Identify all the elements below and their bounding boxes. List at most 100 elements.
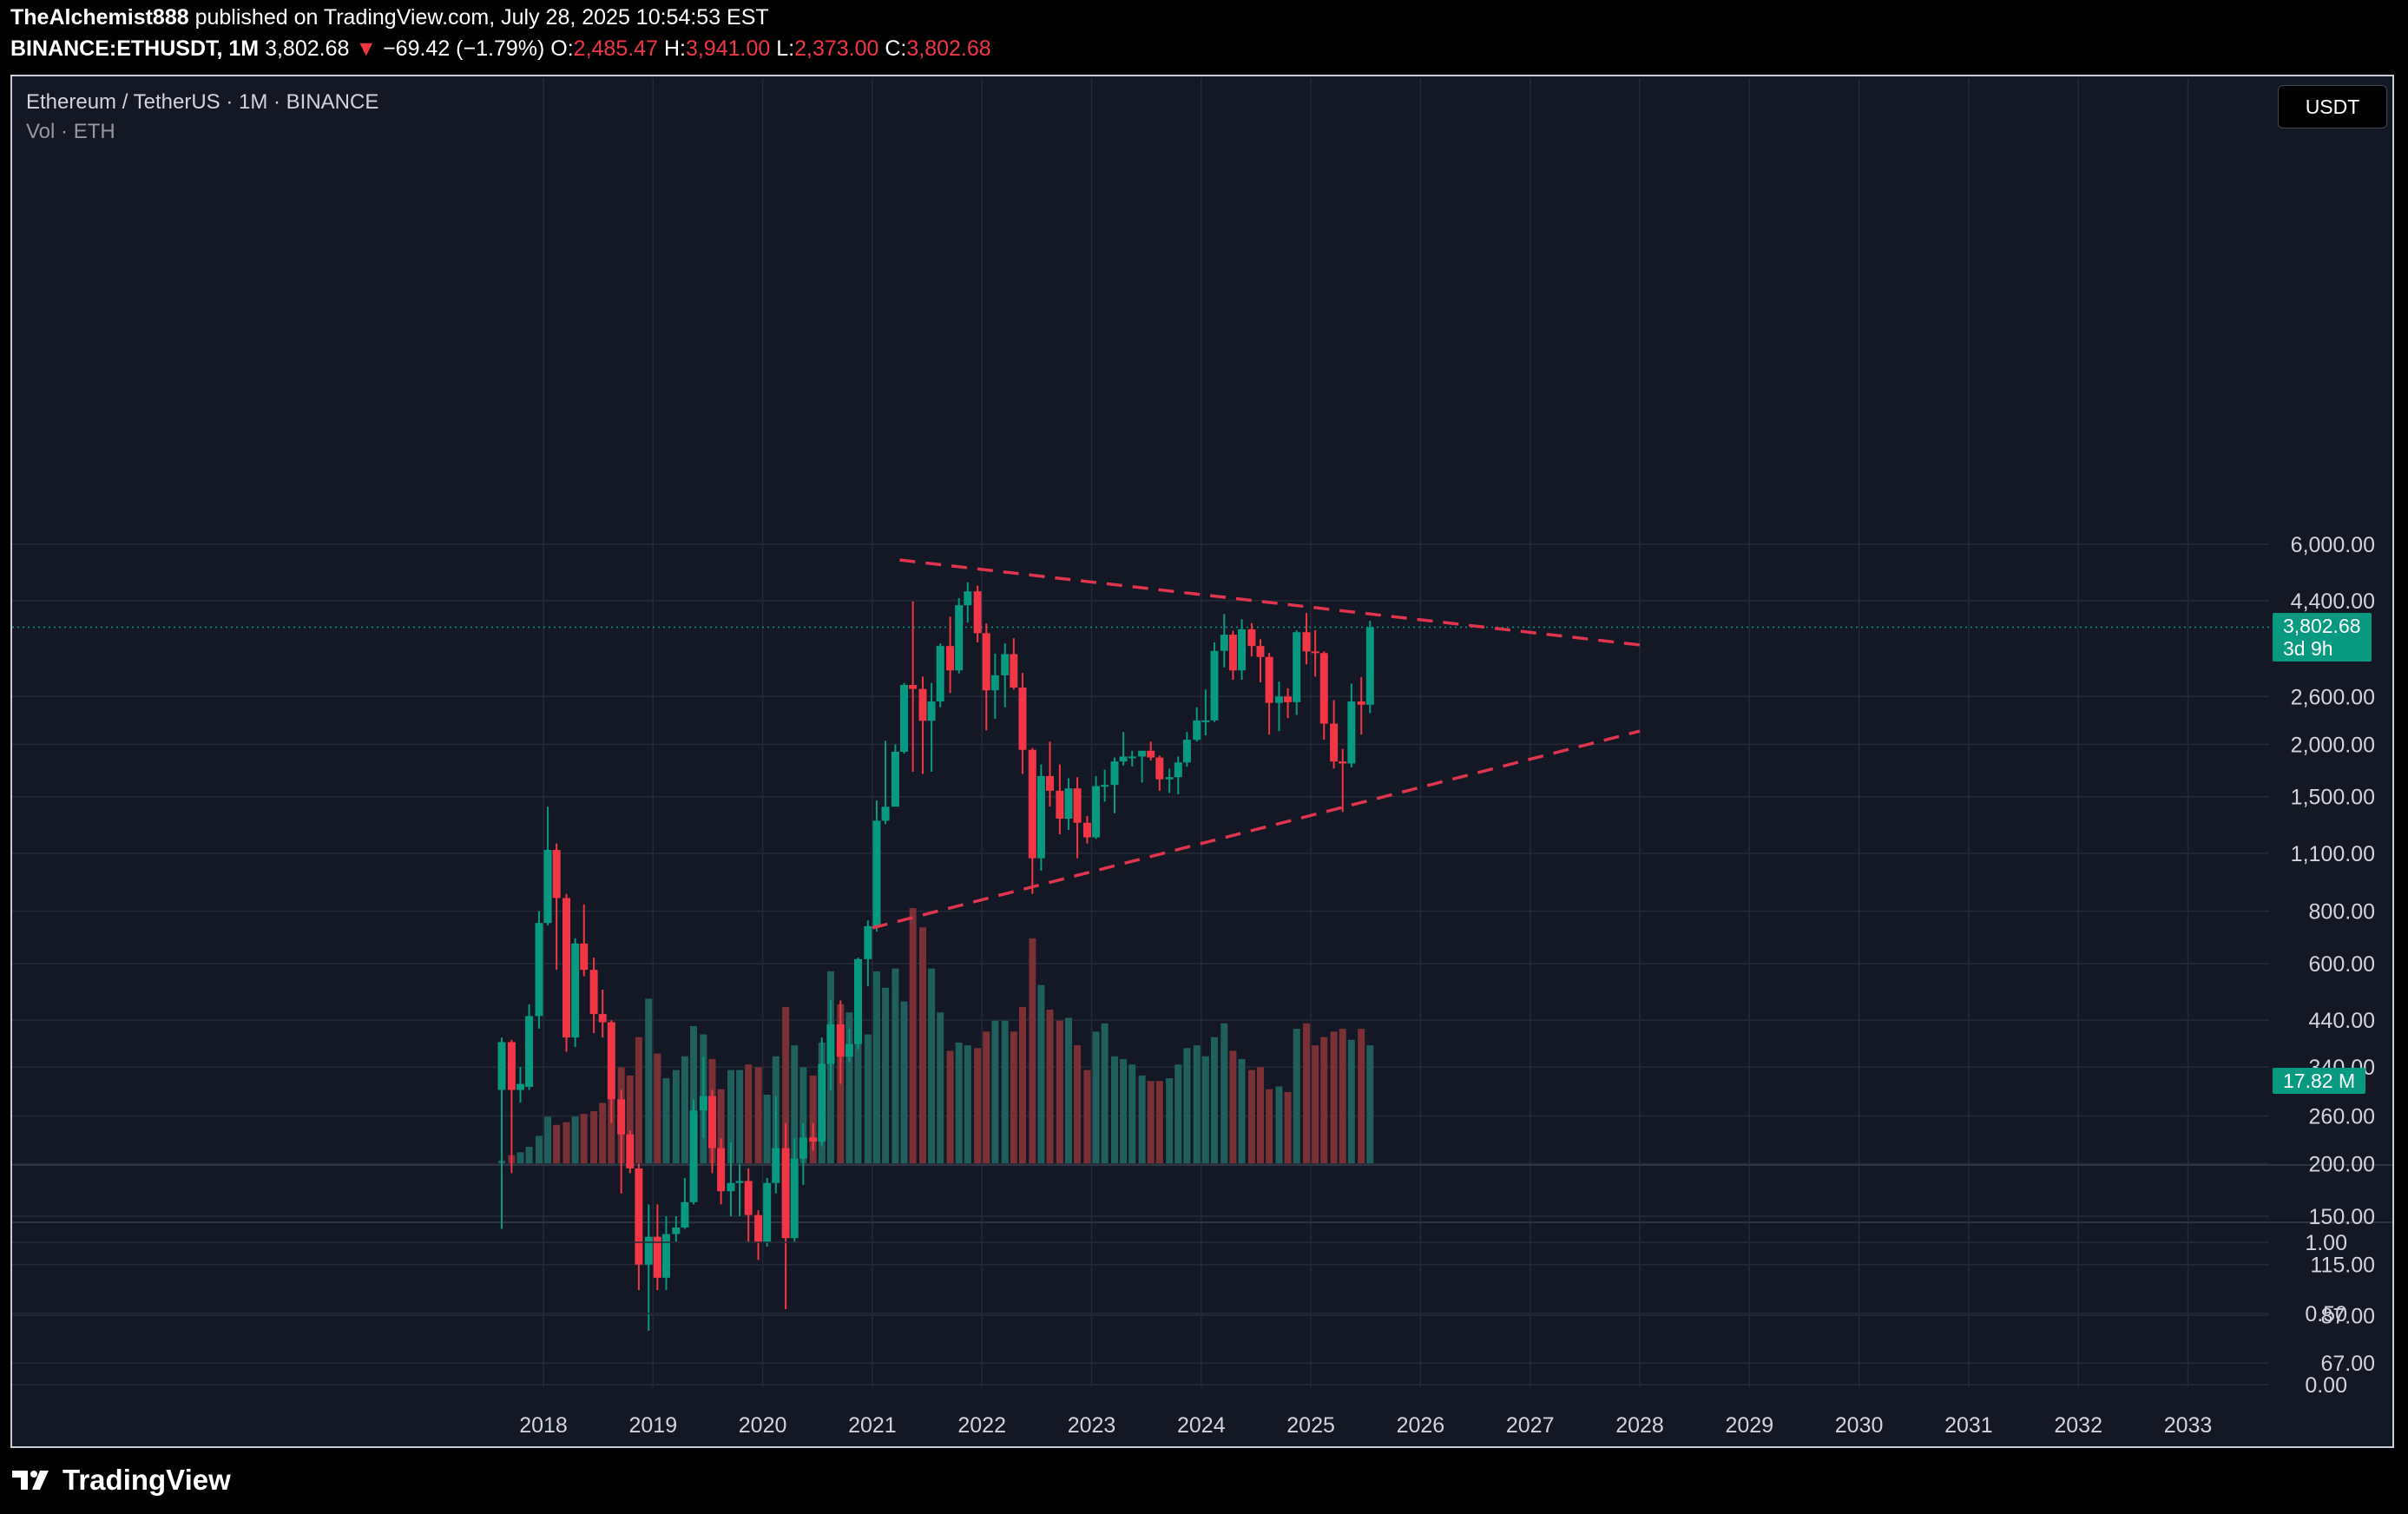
candle-body bbox=[881, 806, 890, 821]
volume-bar bbox=[864, 1034, 872, 1163]
low-value: 2,373.00 bbox=[794, 36, 879, 61]
volume-bar bbox=[580, 1114, 588, 1163]
candle-body bbox=[689, 1110, 698, 1202]
candle-body bbox=[891, 751, 899, 807]
currency-button[interactable]: USDT bbox=[2278, 85, 2387, 128]
candle-body bbox=[661, 1234, 670, 1278]
price-tick-label: 2,000.00 bbox=[2291, 733, 2375, 757]
volume-bar bbox=[1029, 938, 1036, 1163]
candle-body bbox=[826, 1024, 835, 1064]
tradingview-footer[interactable]: TradingView bbox=[10, 1464, 231, 1497]
candle-body bbox=[589, 970, 598, 1015]
tradingview-brand: TradingView bbox=[63, 1464, 231, 1496]
volume-bar bbox=[1083, 1070, 1091, 1163]
candle-body bbox=[1128, 756, 1136, 759]
year-tick-label: 2031 bbox=[1944, 1413, 1993, 1438]
volume-bar bbox=[1155, 1081, 1163, 1163]
candle-body bbox=[1174, 762, 1182, 778]
last-price-tag-value: 3,802.68 bbox=[2283, 615, 2361, 638]
volume-bar bbox=[964, 1045, 971, 1163]
candle-body bbox=[507, 1042, 516, 1090]
candle-body bbox=[754, 1214, 763, 1242]
tradingview-logo-icon bbox=[12, 1471, 49, 1490]
candle-body bbox=[1119, 756, 1128, 762]
price-tick-label: 260.00 bbox=[2309, 1105, 2375, 1129]
volume-bar bbox=[1303, 1023, 1311, 1163]
volume-bar bbox=[1193, 1045, 1201, 1163]
candle-body bbox=[1238, 629, 1247, 671]
candle-body bbox=[717, 1148, 726, 1192]
candle-body bbox=[1073, 788, 1082, 823]
candle-body bbox=[1064, 788, 1073, 819]
candle-body bbox=[1293, 632, 1301, 702]
volume-bar bbox=[1111, 1056, 1119, 1163]
candle-body bbox=[1182, 740, 1191, 763]
price-tick-label: 67.00 bbox=[2320, 1352, 2375, 1376]
volume-bar bbox=[525, 1147, 533, 1163]
price-change: −69.42 (−1.79%) bbox=[383, 36, 545, 61]
open-label: O: bbox=[550, 36, 574, 61]
candle-body bbox=[1036, 775, 1045, 859]
candle-body bbox=[1330, 723, 1339, 762]
candle-body bbox=[973, 591, 982, 634]
volume-bars bbox=[498, 908, 1374, 1163]
volume-bar bbox=[791, 1045, 799, 1163]
volume-bar bbox=[1092, 1031, 1100, 1163]
volume-bar bbox=[1166, 1078, 1174, 1163]
volume-bar bbox=[544, 1116, 552, 1163]
volume-bar bbox=[1064, 1017, 1072, 1163]
price-tick-label: 600.00 bbox=[2309, 952, 2375, 977]
volume-bar bbox=[727, 1070, 734, 1163]
candle-body bbox=[1056, 790, 1064, 819]
candle-body bbox=[1082, 822, 1091, 838]
candle-body bbox=[1220, 635, 1228, 651]
year-tick-label: 2020 bbox=[739, 1413, 787, 1438]
candle-body bbox=[853, 958, 862, 1044]
volume-bar bbox=[1018, 1006, 1026, 1163]
volume-bar bbox=[736, 1070, 744, 1163]
down-arrow-icon: ▼ bbox=[355, 36, 378, 61]
volume-bar bbox=[1339, 1029, 1346, 1163]
candle-body bbox=[1339, 761, 1347, 764]
candle-body bbox=[1046, 775, 1055, 791]
high-value: 3,941.00 bbox=[685, 36, 771, 61]
volume-bar bbox=[809, 1075, 817, 1163]
candle-body bbox=[763, 1182, 772, 1242]
candle-body bbox=[708, 1096, 717, 1149]
volume-bar bbox=[918, 927, 926, 1163]
candle-body bbox=[1256, 646, 1265, 657]
volume-bar bbox=[1312, 1045, 1319, 1163]
candle-body bbox=[681, 1201, 689, 1228]
volume-bar bbox=[900, 1001, 908, 1163]
symbol-label: BINANCE:ETHUSDT, 1M bbox=[10, 36, 260, 61]
candle-body bbox=[617, 1099, 626, 1135]
chart-legend-title[interactable]: Ethereum / TetherUS · 1M · BINANCE bbox=[26, 90, 379, 114]
price-tick-label: 2,600.00 bbox=[2291, 685, 2375, 709]
candle-body bbox=[1311, 651, 1319, 654]
price-tick-label: 115.00 bbox=[2310, 1254, 2375, 1278]
indicator-tick-label: 0.50 bbox=[2305, 1302, 2347, 1326]
volume-bar bbox=[1366, 1045, 1374, 1163]
chart-frame bbox=[10, 75, 2394, 1448]
published-text: published on TradingView.com, July 28, 2… bbox=[194, 5, 769, 30]
trendlines bbox=[872, 558, 1641, 930]
volume-bar bbox=[1037, 984, 1045, 1163]
volume-bar bbox=[516, 1152, 524, 1163]
volume-bar bbox=[1101, 1023, 1109, 1163]
volume-bar bbox=[854, 1020, 862, 1163]
candle-body bbox=[1138, 750, 1147, 757]
volume-tag: 17.82 M bbox=[2273, 1068, 2366, 1094]
volume-bar bbox=[1183, 1048, 1191, 1163]
author-name[interactable]: TheAlchemist888 bbox=[10, 5, 189, 30]
candle-body bbox=[836, 1024, 845, 1057]
volume-bar bbox=[645, 998, 653, 1163]
year-tick-label: 2024 bbox=[1177, 1413, 1226, 1438]
trendline bbox=[872, 729, 1641, 930]
volume-bar bbox=[974, 1048, 982, 1163]
volume-legend[interactable]: Vol · ETH bbox=[26, 120, 115, 143]
candle-body bbox=[571, 943, 580, 1038]
candle-body bbox=[744, 1181, 753, 1215]
publish-info: TheAlchemist888 published on TradingView… bbox=[10, 5, 769, 30]
close-value: 3,802.68 bbox=[906, 36, 991, 61]
